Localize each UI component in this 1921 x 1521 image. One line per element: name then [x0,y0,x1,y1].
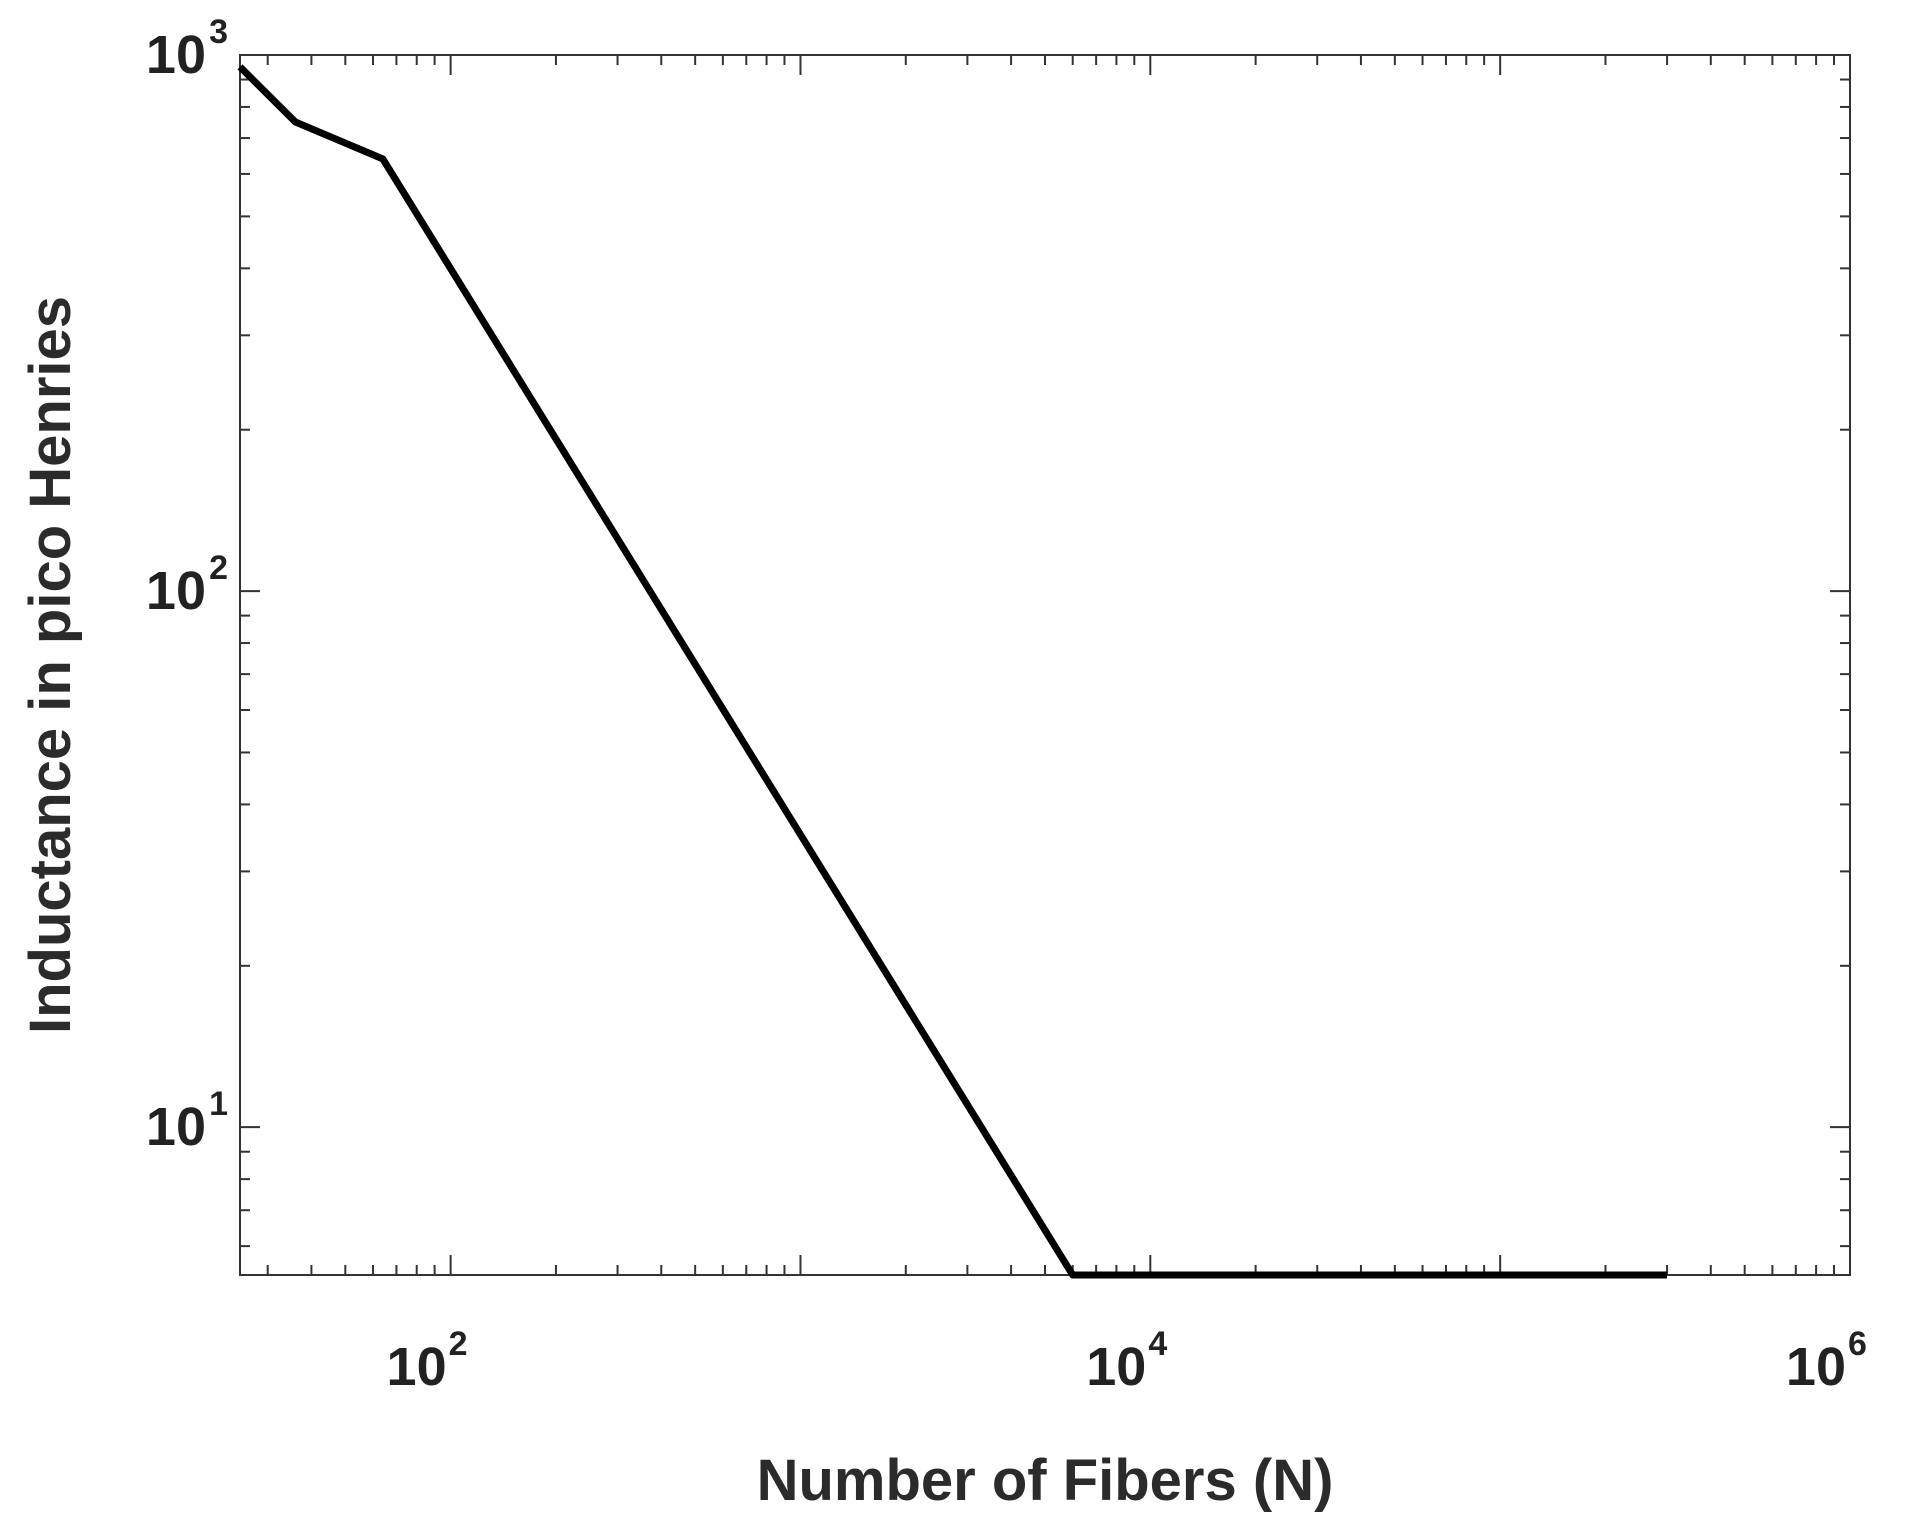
y-tick-label: 110 [146,1085,228,1157]
y-tick-exponent: 2 [209,549,228,587]
y-tick-base: 10 [146,1097,206,1157]
y-tick-base: 10 [146,561,206,621]
x-axis-label: Number of Fibers (N) [757,1448,1334,1513]
x-tick-label: 10 2 [387,1325,468,1397]
series-layer [237,64,1668,1279]
x-tick-base: 10 [1786,1337,1846,1397]
y-tick-exponent: 1 [209,1085,228,1123]
x-tick-label: 10 4 [1086,1325,1167,1397]
x-tick-exponent: 2 [449,1325,468,1363]
y-tick-label: 210 [146,549,228,621]
series-line [237,64,1668,1279]
x-tick-exponent: 6 [1848,1325,1867,1363]
y-axis-label: Inductance in pico Henries [18,296,83,1034]
x-tick-label: 10 6 [1786,1325,1867,1397]
y-tick-exponent: 3 [209,13,228,51]
x-tick-exponent: 4 [1148,1325,1167,1363]
x-tick-base: 10 [387,1337,447,1397]
x-tick-base: 10 [1086,1337,1146,1397]
plot-area [239,54,1851,1276]
x-axis-ticks: 10 2 10 4 10 6 [266,55,1867,1397]
y-tick-base: 10 [146,25,206,85]
y-tick-label: 310 [146,13,228,85]
